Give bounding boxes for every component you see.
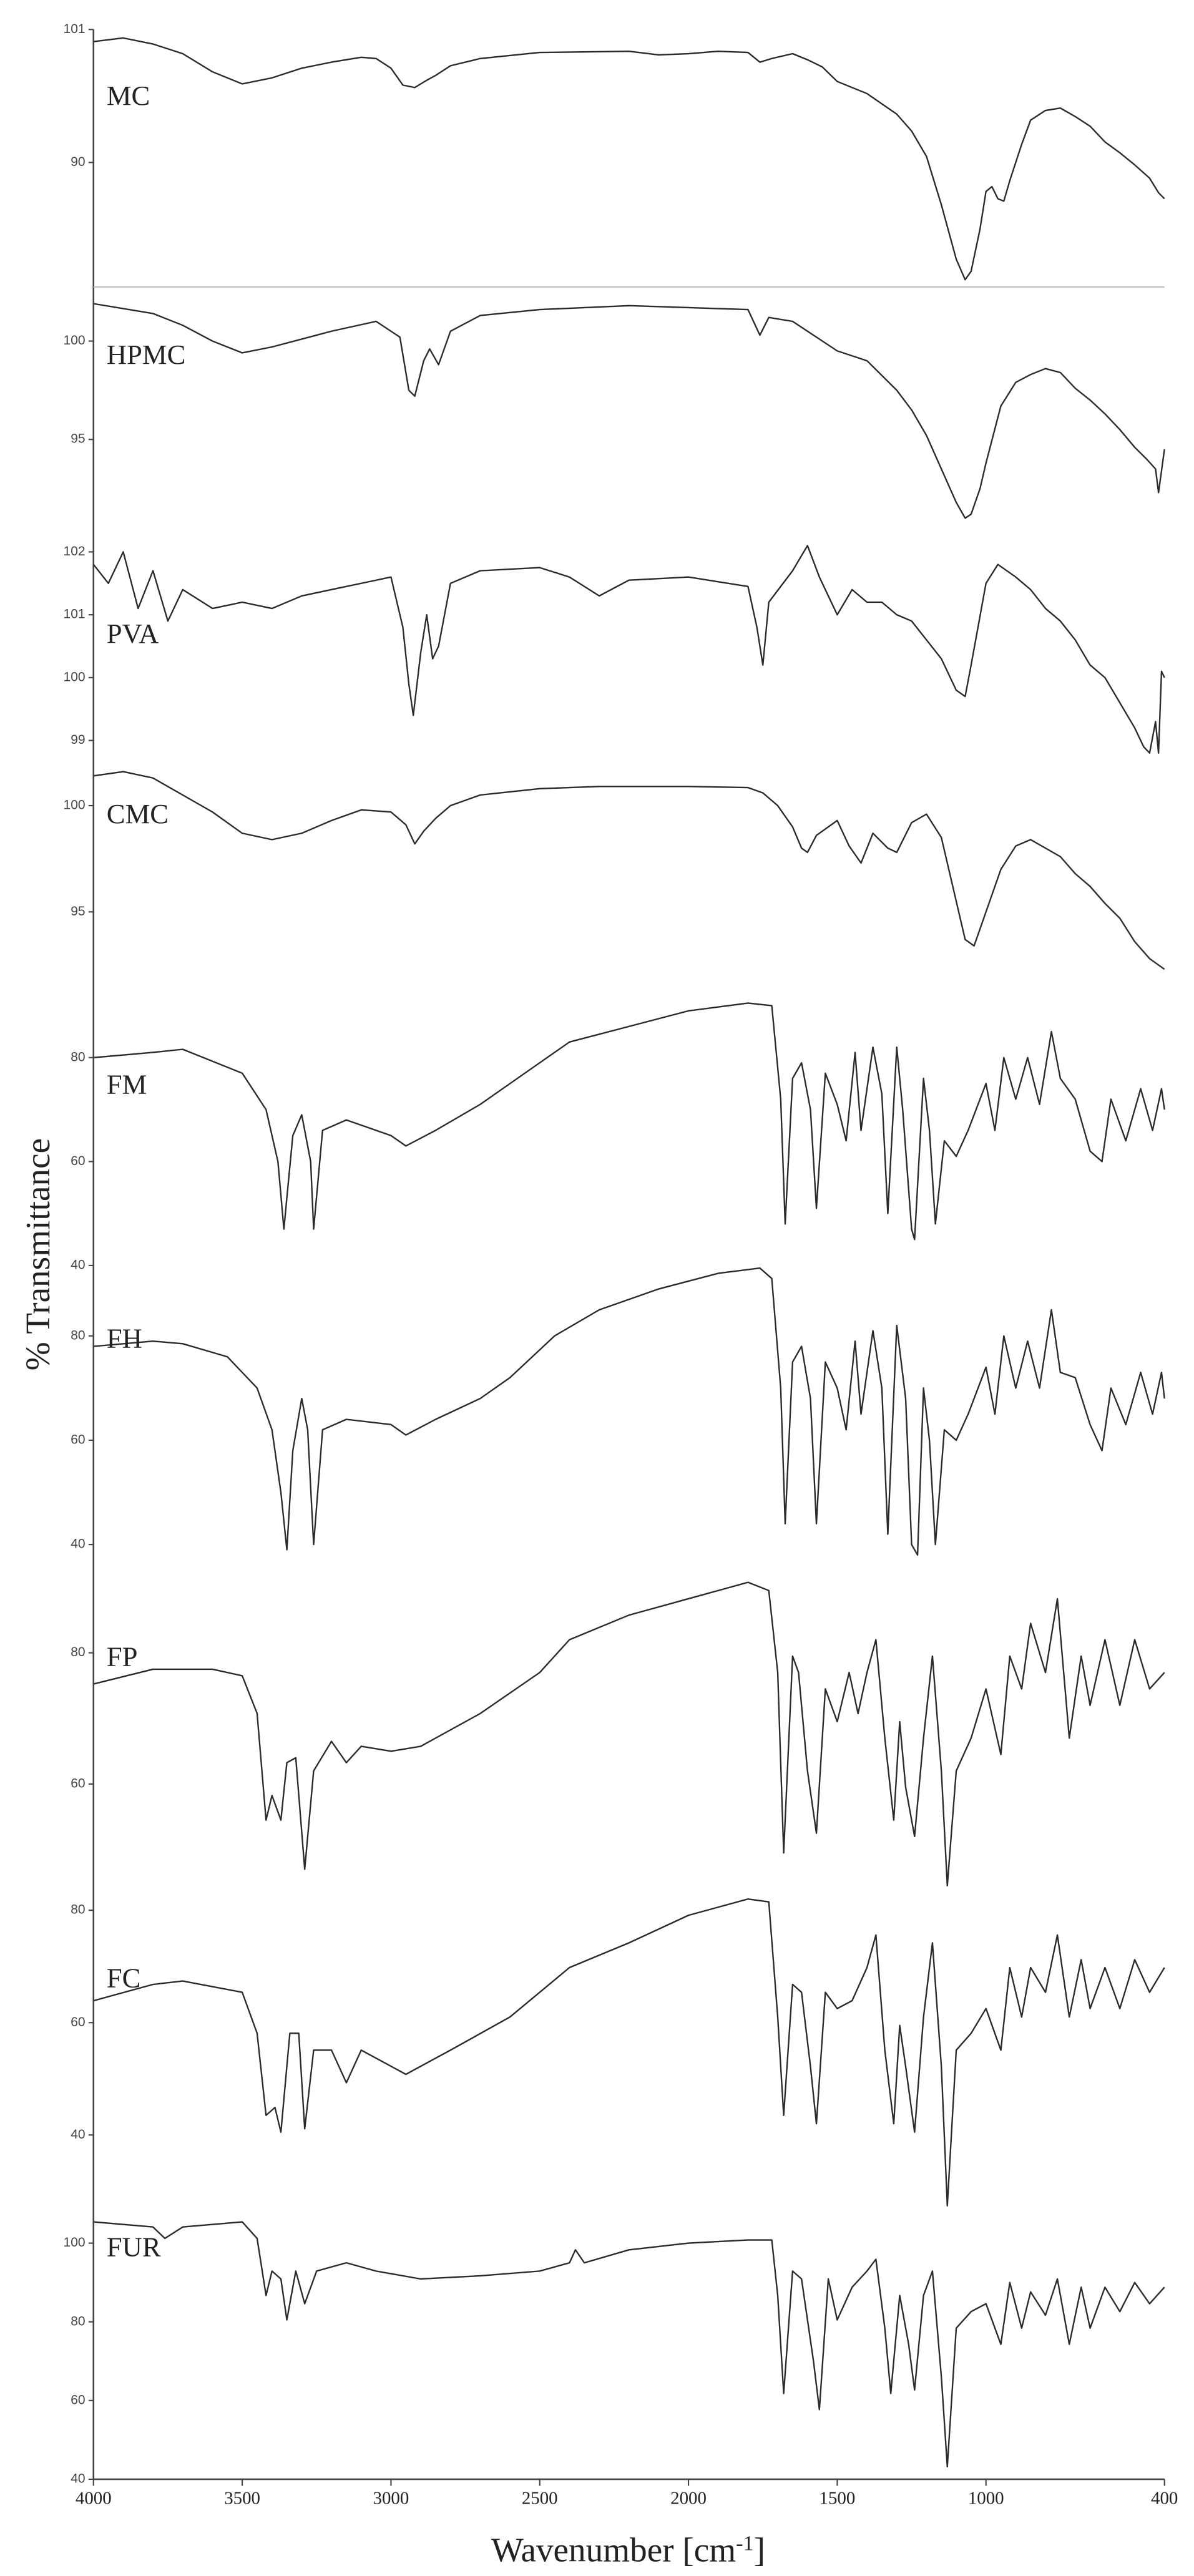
y-tick-label: 80 — [71, 1903, 85, 1917]
y-tick-label: 102 — [64, 544, 86, 559]
panel-label: FP — [107, 1641, 138, 1672]
y-tick-label: 40 — [71, 2127, 85, 2142]
panel-label: MC — [107, 80, 150, 111]
y-tick-label: 100 — [64, 798, 86, 812]
y-tick-label: 100 — [64, 2235, 86, 2250]
y-tick-label: 40 — [71, 1257, 85, 1272]
x-axis-label-text: Wavenumber [cm — [491, 2530, 736, 2569]
x-tick-label: 1000 — [968, 2488, 1004, 2508]
panel-label: FH — [107, 1323, 142, 1354]
y-tick-label: 95 — [71, 904, 85, 919]
y-tick-label: 99 — [71, 733, 85, 747]
x-axis-label-text: ] — [754, 2530, 765, 2569]
x-tick-label: 3000 — [373, 2488, 409, 2508]
spectrum-line — [93, 1581, 1165, 1886]
spectrum-line — [93, 1898, 1165, 2207]
x-tick-label: 2500 — [522, 2488, 558, 2508]
y-tick-label: 80 — [71, 1050, 85, 1064]
panel-label: FUR — [107, 2231, 161, 2262]
x-axis-label-exponent: -1 — [736, 2532, 753, 2555]
y-tick-label: 40 — [71, 1537, 85, 1551]
panel-label: HPMC — [107, 339, 186, 370]
spectrum-line — [93, 1267, 1165, 1556]
y-tick-label: 60 — [71, 1154, 85, 1168]
panel-label: PVA — [107, 618, 159, 649]
spectrum-line — [93, 303, 1165, 519]
y-tick-label: 101 — [64, 607, 86, 622]
x-tick-label: 400 — [1151, 2488, 1178, 2508]
y-tick-label: 80 — [71, 2314, 85, 2328]
y-tick-label: 60 — [71, 1432, 85, 1447]
y-tick-label: 80 — [71, 1645, 85, 1659]
panel-label: CMC — [107, 798, 169, 829]
x-axis-label: Wavenumber [cm-1] — [491, 2530, 765, 2569]
spectrum-line — [92, 545, 1165, 754]
y-tick-label: 90 — [71, 155, 85, 169]
spectrum-line — [93, 37, 1165, 281]
y-tick-label: 80 — [71, 1328, 85, 1342]
y-axis-label: % Transmittance — [19, 1138, 57, 1370]
x-tick-label: 2000 — [670, 2488, 707, 2508]
y-tick-label: 95 — [71, 432, 85, 446]
y-tick-label: 100 — [64, 333, 86, 348]
x-tick-label: 1500 — [820, 2488, 856, 2508]
x-tick-label: 3500 — [224, 2488, 260, 2508]
y-tick-label: 40 — [71, 2472, 85, 2486]
panel-label: FM — [107, 1068, 147, 1100]
panel-label: FC — [107, 1962, 141, 1993]
y-tick-label: 60 — [71, 2393, 85, 2407]
spectrum-line — [93, 771, 1165, 970]
spectrum-line — [93, 2221, 1165, 2467]
y-tick-label: 100 — [64, 670, 86, 684]
x-tick-label: 4000 — [76, 2488, 112, 2508]
y-tick-label: 101 — [64, 22, 86, 36]
spectrum-line — [93, 1002, 1165, 1241]
y-tick-label: 60 — [71, 2015, 85, 2029]
y-tick-label: 60 — [71, 1776, 85, 1790]
